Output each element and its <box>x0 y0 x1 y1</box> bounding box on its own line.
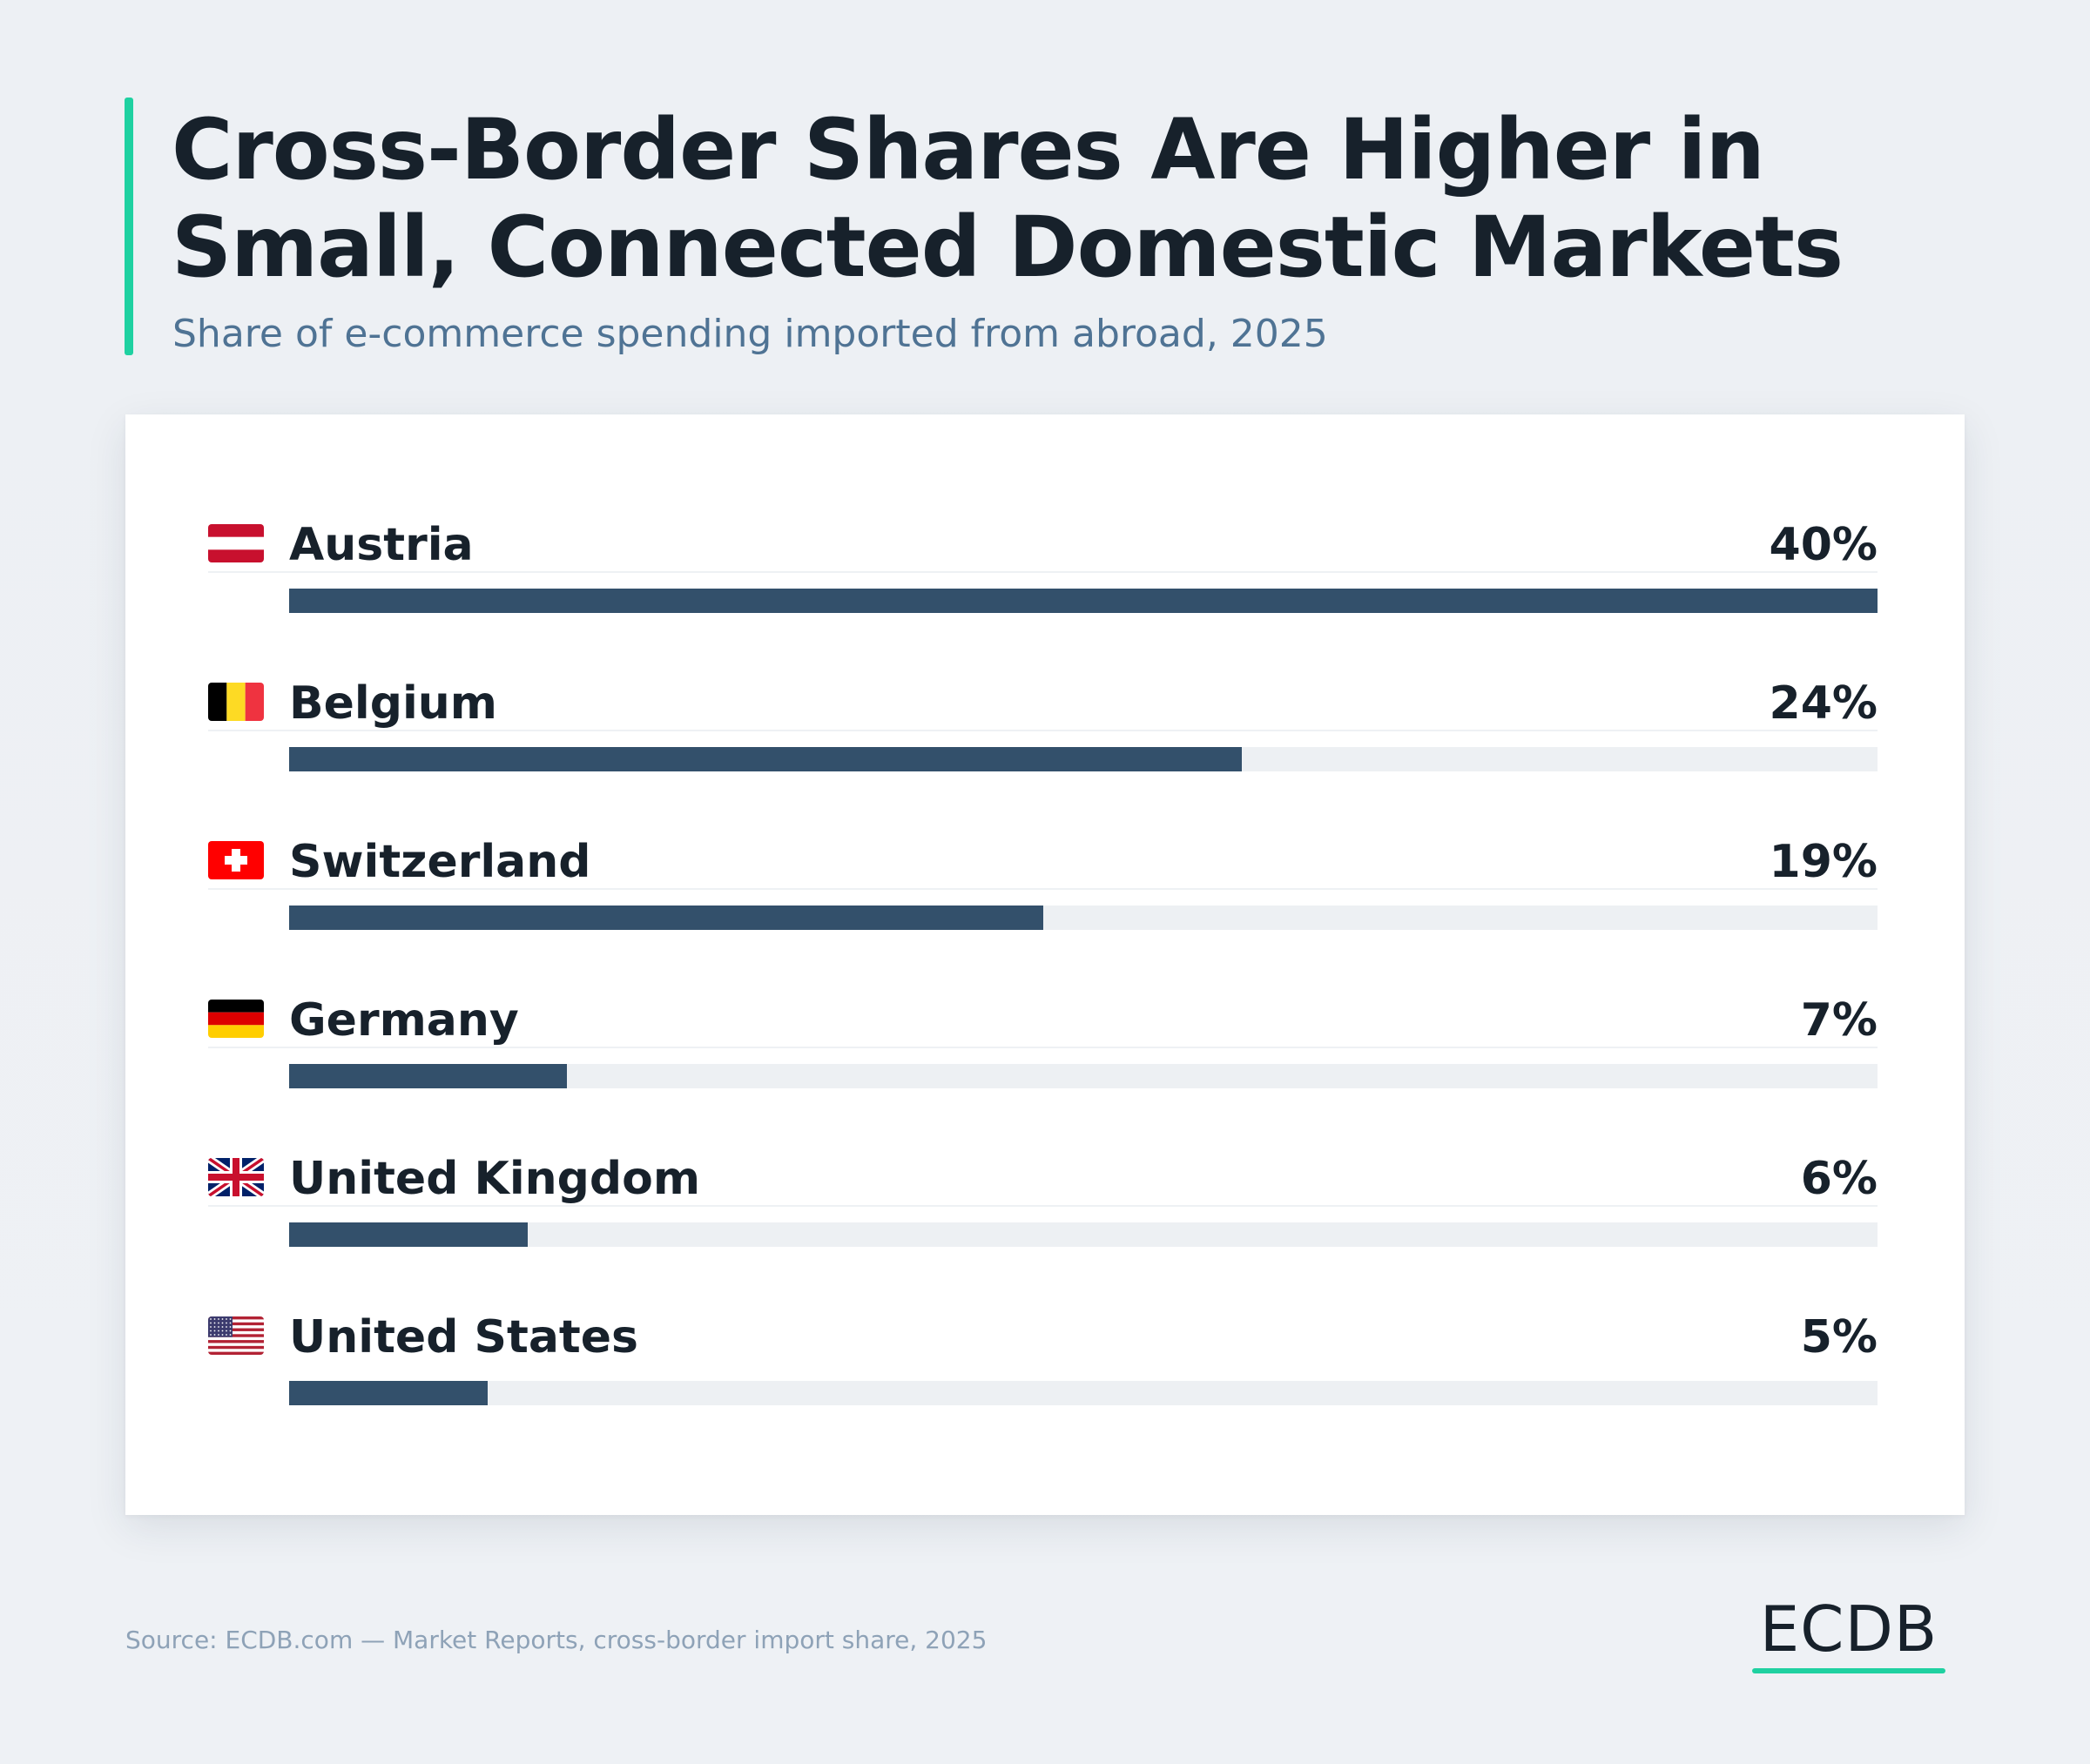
bar-row-united-states: United States 5% <box>208 1207 1878 1405</box>
bar-row-belgium: Belgium 24% <box>208 573 1878 771</box>
bar-track <box>289 906 1878 930</box>
bar <box>289 906 1043 930</box>
row-divider <box>208 1205 1878 1207</box>
bar <box>289 1381 488 1405</box>
bar-track <box>289 747 1878 771</box>
chart-subtitle: Share of e-commerce spending imported fr… <box>172 312 1328 356</box>
bar-row-austria: Austria 40% <box>208 414 1878 613</box>
title-accent-bar <box>125 98 133 355</box>
logo-text: ECDB <box>1759 1592 1938 1666</box>
category-label: United Kingdom <box>289 1153 701 1205</box>
bar-track <box>289 589 1878 613</box>
category-label: Belgium <box>289 677 497 730</box>
bar-row-germany: Germany 7% <box>208 890 1878 1088</box>
source-note: Source: ECDB.com — Market Reports, cross… <box>125 1626 988 1654</box>
data-label: 5% <box>1800 1311 1878 1363</box>
switzerland-flag-icon <box>208 841 264 879</box>
category-label: Switzerland <box>289 836 591 888</box>
category-label: United States <box>289 1311 638 1363</box>
bar <box>289 1222 528 1247</box>
row-divider <box>208 730 1878 731</box>
bar-row-united-kingdom: United Kingdom 6% <box>208 1048 1878 1247</box>
bar <box>289 589 1878 613</box>
bar-track <box>289 1222 1878 1247</box>
data-label: 24% <box>1769 677 1878 730</box>
austria-flag-icon <box>208 524 264 562</box>
logo-underline <box>1752 1668 1945 1673</box>
us-flag-icon <box>208 1316 264 1355</box>
row-divider <box>208 571 1878 573</box>
data-label: 19% <box>1769 836 1878 888</box>
bar-track <box>289 1064 1878 1088</box>
category-label: Germany <box>289 994 519 1047</box>
uk-flag-icon <box>208 1158 264 1196</box>
chart-card: Austria 40% Belgium 24% Switzerland 19% German… <box>125 414 1965 1515</box>
data-label: 6% <box>1800 1153 1878 1205</box>
data-label: 7% <box>1800 994 1878 1047</box>
bar <box>289 1064 567 1088</box>
bar-row-switzerland: Switzerland 19% <box>208 731 1878 930</box>
ecdb-logo: ECDB <box>1750 1593 1947 1675</box>
bar <box>289 747 1242 771</box>
data-label: 40% <box>1769 519 1878 571</box>
germany-flag-icon <box>208 1000 264 1038</box>
belgium-flag-icon <box>208 683 264 721</box>
category-label: Austria <box>289 519 474 571</box>
row-divider <box>208 888 1878 890</box>
chart-title: Cross-Border Shares Are Higher in Small,… <box>172 101 1844 296</box>
row-divider <box>208 1047 1878 1048</box>
bar-track <box>289 1381 1878 1405</box>
